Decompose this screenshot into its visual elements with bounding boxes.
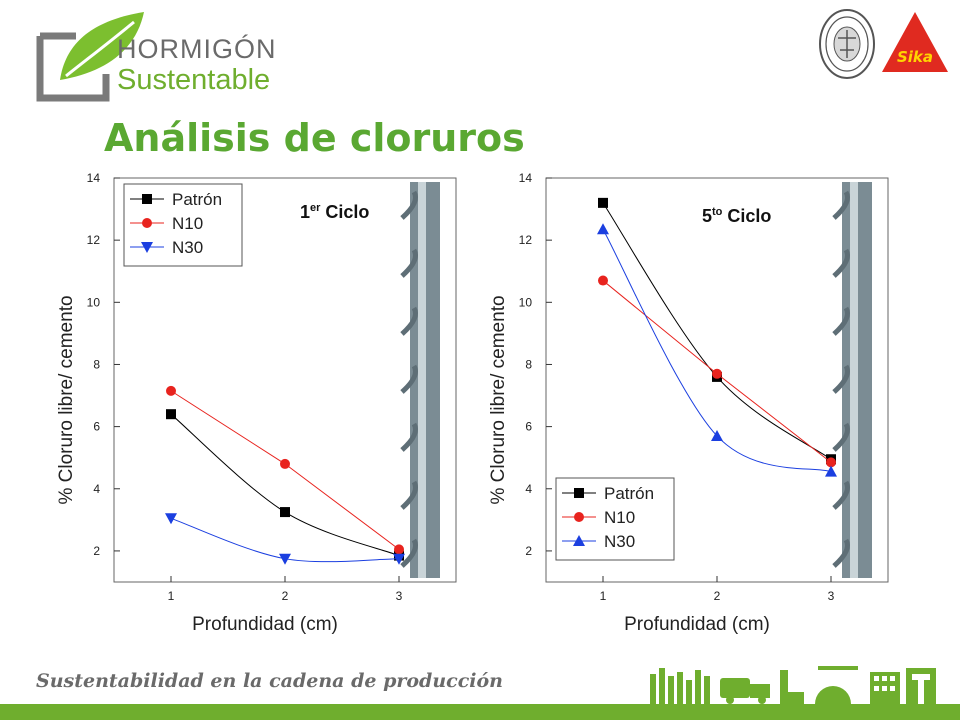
legend-marker: [142, 194, 152, 204]
footer-bar: [0, 704, 960, 720]
data-point: [280, 507, 290, 517]
legend-label: N30: [604, 532, 635, 551]
legend-marker: [574, 488, 584, 498]
y-tick-label: 8: [93, 357, 100, 371]
y-axis-title: % Cloruro libre/ cemento: [56, 295, 77, 504]
x-tick-label: 1: [168, 589, 175, 603]
legend: Patrón N10 N30: [124, 184, 242, 266]
y-tick-label: 2: [93, 544, 100, 558]
data-point: [598, 198, 608, 208]
x-tick-label: 3: [828, 589, 835, 603]
brand-line2: Sustentable: [117, 64, 270, 97]
x-axis-title: Profundidad (cm): [624, 614, 770, 635]
y-tick-label: 12: [519, 233, 533, 247]
rebar-highlight: [850, 182, 858, 578]
data-point: [394, 544, 404, 554]
y-tick-label: 14: [519, 171, 533, 185]
x-tick-label: 1: [600, 589, 607, 603]
y-tick-label: 12: [87, 233, 101, 247]
data-point: [166, 386, 176, 396]
y-tick-label: 10: [87, 295, 101, 309]
data-point: [165, 513, 177, 524]
data-point: [280, 459, 290, 469]
data-point: [597, 223, 609, 234]
rebar-image: [402, 182, 440, 578]
y-tick-label: 4: [93, 482, 100, 496]
cycle-annotation: 1er Ciclo: [300, 202, 369, 222]
legend: Patrón N10 N30: [556, 478, 674, 560]
sika-logo-text: Sika: [897, 48, 933, 66]
legend-label: N30: [172, 238, 203, 257]
y-tick-label: 4: [525, 482, 532, 496]
legend-label: Patrón: [604, 484, 654, 503]
series-patrón: [166, 409, 404, 560]
data-point: [166, 409, 176, 419]
x-tick-label: 3: [396, 589, 403, 603]
sika-logo-icon: Sika: [880, 10, 950, 74]
legend-label: Patrón: [172, 190, 222, 209]
series-line: [171, 391, 399, 549]
y-tick-label: 6: [93, 420, 100, 434]
y-tick-label: 2: [525, 544, 532, 558]
series-n30: [165, 513, 405, 564]
page-title: Análisis de cloruros: [104, 116, 525, 160]
legend-marker: [142, 218, 152, 228]
university-seal-icon: [818, 8, 876, 80]
legend-label: N10: [604, 508, 635, 527]
data-point: [712, 369, 722, 379]
cycle-annotation: 5to Ciclo: [702, 206, 771, 226]
footer-tagline: Sustentabilidad en la cadena de producci…: [36, 670, 503, 692]
y-tick-label: 10: [519, 295, 533, 309]
y-tick-label: 8: [525, 357, 532, 371]
brand-line1: HORMIGÓN: [117, 34, 277, 65]
rebar-highlight: [418, 182, 426, 578]
x-tick-label: 2: [714, 589, 721, 603]
legend-label: N10: [172, 214, 203, 233]
series-line: [171, 414, 399, 555]
legend-marker: [574, 512, 584, 522]
production-chain-icons: [650, 662, 950, 704]
y-axis-title: % Cloruro libre/ cemento: [488, 295, 509, 504]
data-point: [598, 276, 608, 286]
x-axis-title: Profundidad (cm): [192, 614, 338, 635]
x-tick-label: 2: [282, 589, 289, 603]
series-n10: [166, 386, 404, 554]
series-line: [603, 203, 831, 459]
series-patrón: [598, 198, 836, 464]
y-tick-label: 6: [525, 420, 532, 434]
y-tick-label: 14: [87, 171, 101, 185]
rebar-image: [834, 182, 872, 578]
